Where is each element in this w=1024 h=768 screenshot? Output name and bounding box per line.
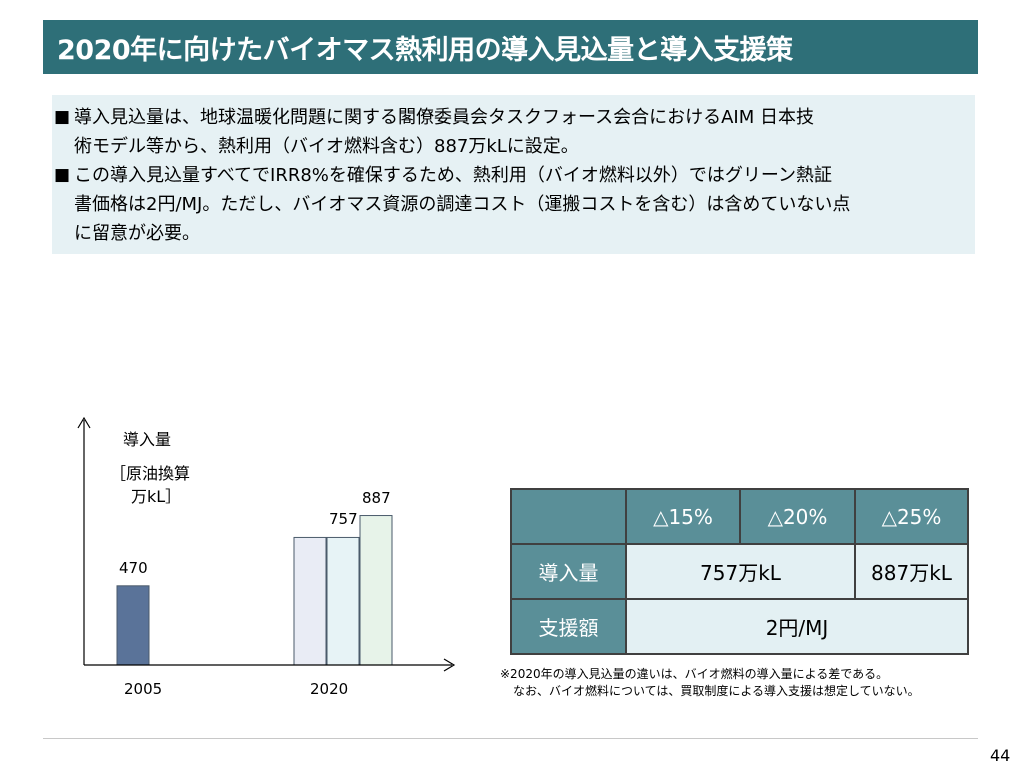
footnote-line: ※2020年の導入見込量の違いは、バイオ燃料の導入量による差である。 [500,667,889,681]
footer-divider [43,738,978,739]
row-label-cell: 導入量 [510,543,627,600]
y-axis-unit: ［原油換算 [110,464,191,483]
title-bar: 2020年に向けたバイオマス熱利用の導入見込量と導入支援策 [43,20,978,74]
square-bullet-icon: ■ [54,107,71,127]
bullet-text-line: 導入見込量は、地球温暖化問題に関する閣僚委員会タスクフォース会合におけるAIM … [74,107,814,128]
y-axis-arrow-icon [77,416,91,429]
data-label: 470 [119,558,148,577]
bullet-text-line: 術モデル等から、熱利用（バイオ燃料含む）887万kLに設定。 [74,136,579,157]
page-title: 2020年に向けたバイオマス熱利用の導入見込量と導入支援策 [57,35,793,66]
table-cell: 757万kL [625,543,856,600]
table-header-cell: △20% [739,488,856,545]
bullet-text-line: 書価格は2円/MJ。ただし、バイオマス資源の調達コスト（運搬コストを含む）は含め… [74,194,851,215]
footnote-line: なお、バイオ燃料については、買取制度による導入支援は想定していない。 [513,684,920,698]
table-header-cell: △25% [854,488,969,545]
data-label: 887 [362,488,391,507]
table-header-cell: △15% [625,488,741,545]
bullet-text-line: に留意が必要。 [74,223,200,244]
table-row: 支援額 2円/MJ [510,598,969,655]
data-label: 757 [329,510,358,529]
bullet-text-line: この導入見込量すべてでIRR8%を確保するため、熱利用（バイオ燃料以外）ではグリ… [74,165,832,186]
square-bullet-icon: ■ [54,165,71,185]
table-cell: 887万kL [854,543,969,600]
table-row: 導入量 757万kL 887万kL [510,543,969,600]
row-label-cell: 支援額 [510,598,627,655]
table-row: △15% △20% △25% [510,488,969,545]
x-axis-arrow-icon [443,658,456,672]
bar [326,536,360,666]
bullet-box: ■ 導入見込量は、地球温暖化問題に関する閣僚委員会タスクフォース会合におけるAI… [52,95,975,254]
bar [359,515,393,666]
x-tick-label: 2020 [310,680,349,698]
chart-canvas [77,416,456,672]
y-axis-title: 導入量 [123,430,172,449]
footnote: ※2020年の導入見込量の違いは、バイオ燃料の導入量による差である。 なお、バイ… [500,666,920,700]
bar-chart: 導入量 ［原油換算 万kL］ 2005 2020 470 757 887 [70,410,470,710]
bullet-item: ■ 導入見込量は、地球温暖化問題に関する閣僚委員会タスクフォース会合におけるAI… [54,103,969,161]
table-cell: 2円/MJ [625,598,969,655]
support-table: △15% △20% △25% 導入量 757万kL 887万kL 支援額 2円/… [510,488,969,655]
table-header-cell [510,488,627,545]
y-axis-unit: 万kL］ [131,487,182,506]
page-number: 44 [990,746,1011,765]
x-tick-label: 2005 [124,680,163,698]
bullet-item: ■ この導入見込量すべてでIRR8%を確保するため、熱利用（バイオ燃料以外）では… [54,161,969,248]
bar [116,585,150,666]
bar [293,536,327,666]
